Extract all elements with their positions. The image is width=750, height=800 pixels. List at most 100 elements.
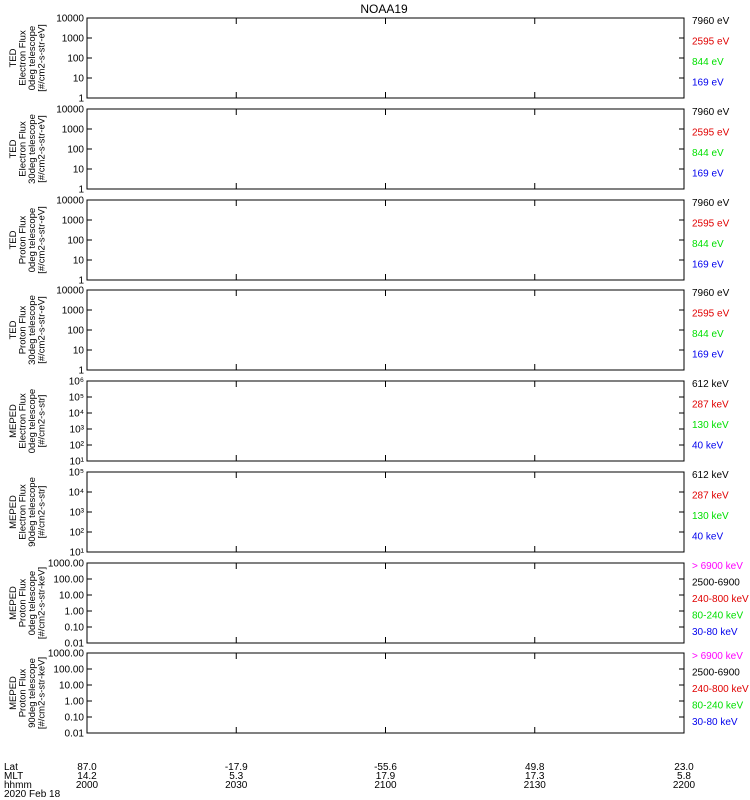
y-tick-label: 0.01: [65, 639, 85, 650]
y-tick-label: 1.00: [65, 607, 85, 618]
y-axis-label-line: MEPED: [8, 586, 19, 620]
y-tick-label: 10000: [56, 105, 84, 116]
legend-entry: 2595 eV: [692, 37, 730, 48]
y-axis-label-line: [#/cm2-s-str-keV]: [37, 657, 48, 729]
x-axis-annotation: LatMLThhmm87.014.22000-17.95.32030-55.61…: [4, 762, 696, 800]
y-tick-label: 10³: [70, 425, 85, 436]
x-tick-label-hhmm: 2130: [524, 780, 547, 791]
panel-frame: [86, 108, 685, 190]
y-axis-label-line: Electron Flux: [18, 121, 29, 177]
legend-entry: 612 keV: [692, 379, 729, 390]
x-tick-label-hhmm: 2030: [225, 780, 248, 791]
y-tick-label: 10: [73, 346, 85, 357]
legend-entry: 169 eV: [692, 350, 724, 361]
x-tick-label-lat: 49.8: [525, 762, 545, 773]
panel-frame: [86, 289, 685, 371]
y-tick-label: 100: [67, 236, 84, 247]
figure-title: NOAA19: [360, 2, 408, 16]
y-tick-label: 10⁴: [69, 409, 84, 420]
legend-entry: 30-80 keV: [692, 627, 738, 638]
panel-frame: [86, 380, 685, 462]
panel-series: [679, 268, 683, 272]
y-tick-label: 10: [73, 256, 85, 267]
legend-entry: 612 keV: [692, 470, 729, 481]
x-tick-label-hhmm: 2100: [374, 780, 397, 791]
legend-entry: 130 keV: [692, 420, 729, 431]
y-tick-label: 0.01: [65, 729, 85, 740]
y-axis-label-line: [#/cm2-s-str]: [37, 395, 48, 448]
y-tick-label: 1: [78, 185, 84, 196]
y-axis-label-line: 0deg telescope: [27, 571, 38, 635]
y-axis-label-line: MEPED: [8, 404, 19, 438]
y-axis-label-line: [#/cm2-s-str-eV]: [37, 296, 48, 364]
y-tick-label: 100: [67, 326, 84, 337]
x-tick-label-lat: -17.9: [225, 762, 248, 773]
y-tick-label: 1000: [62, 306, 85, 317]
y-tick-label: 10000: [56, 196, 84, 207]
y-tick-label: 1: [78, 276, 84, 287]
y-tick-label: 10.00: [59, 591, 84, 602]
legend-entry: > 6900 keV: [692, 561, 743, 572]
y-tick-label: 10⁶: [69, 377, 84, 388]
y-tick-label: 100.00: [53, 575, 84, 586]
x-tick-label-mlt: 14.2: [77, 771, 97, 782]
y-tick-label: 0.10: [65, 623, 85, 634]
y-tick-label: 1.00: [65, 697, 85, 708]
panel-series: [680, 86, 683, 90]
y-tick-label: 1000.00: [48, 649, 85, 660]
panel-frame: [86, 562, 685, 644]
x-tick-label-hhmm: 2200: [673, 780, 696, 791]
y-axis-label-line: TED: [8, 230, 19, 249]
legend-entry: 7960 eV: [692, 198, 730, 209]
y-axis-label-line: Proton Flux: [18, 305, 29, 354]
panel-meped-p-0: 0.01 0.10 1.00 10.00 100.00 1000.00 MEPEDProto…: [8, 559, 749, 650]
legend-entry: 7960 eV: [692, 16, 730, 27]
y-tick-label: 10000: [56, 286, 84, 297]
legend-entry: 287 keV: [692, 400, 729, 411]
y-tick-label: 10: [73, 74, 85, 85]
x-tick-label-lat: 87.0: [77, 762, 97, 773]
y-axis-label-line: Electron Flux: [18, 484, 29, 540]
y-axis-label-line: Electron Flux: [18, 30, 29, 86]
y-tick-label: 10⁵: [69, 393, 84, 404]
panel-frame: [86, 199, 685, 281]
panels: 1 10 100 1000 10000 TED Electron Flux 0deg tele…: [8, 14, 749, 740]
y-tick-label: 10000: [56, 14, 84, 25]
x-tick-label-mlt: 17.9: [376, 771, 396, 782]
legend-entry: 169 eV: [692, 78, 724, 89]
y-tick-label: 1000: [62, 34, 85, 45]
panel-series: [667, 175, 683, 183]
legend-entry: 844 eV: [692, 148, 724, 159]
legend-entry: > 6900 keV: [692, 651, 743, 662]
y-axis-label-line: 90deg telescope: [27, 658, 38, 728]
legend-entry: 2595 eV: [692, 219, 730, 230]
y-axis-label-line: Electron Flux: [18, 393, 29, 449]
date-label: 2020 Feb 18: [4, 789, 61, 800]
legend-entry: 7960 eV: [692, 288, 730, 299]
y-tick-label: 1: [78, 94, 84, 105]
x-tick-label-hhmm: 2000: [76, 780, 99, 791]
legend-entry: 2595 eV: [692, 128, 730, 139]
panel-series: [676, 361, 681, 362]
legend-entry: 240-800 keV: [692, 684, 749, 695]
x-row-label: Lat: [4, 762, 18, 773]
legend-entry: 7960 eV: [692, 107, 730, 118]
legend-entry: 80-240 keV: [692, 611, 743, 622]
y-axis-label-line: MEPED: [8, 676, 19, 710]
legend-entry: 2595 eV: [692, 309, 730, 320]
y-tick-label: 100: [67, 145, 84, 156]
panel-frame: [86, 471, 685, 553]
y-axis-label-line: [#/cm2-s-str]: [37, 486, 48, 539]
x-tick-label-lat: -55.6: [374, 762, 397, 773]
y-tick-label: 0.10: [65, 713, 85, 724]
x-row-label: MLT: [4, 771, 23, 782]
y-tick-label: 1000: [62, 125, 85, 136]
y-tick-label: 10¹: [70, 548, 85, 559]
legend-entry: 287 keV: [692, 491, 729, 502]
y-tick-label: 1000.00: [48, 559, 85, 570]
y-tick-label: 10⁵: [69, 468, 84, 479]
